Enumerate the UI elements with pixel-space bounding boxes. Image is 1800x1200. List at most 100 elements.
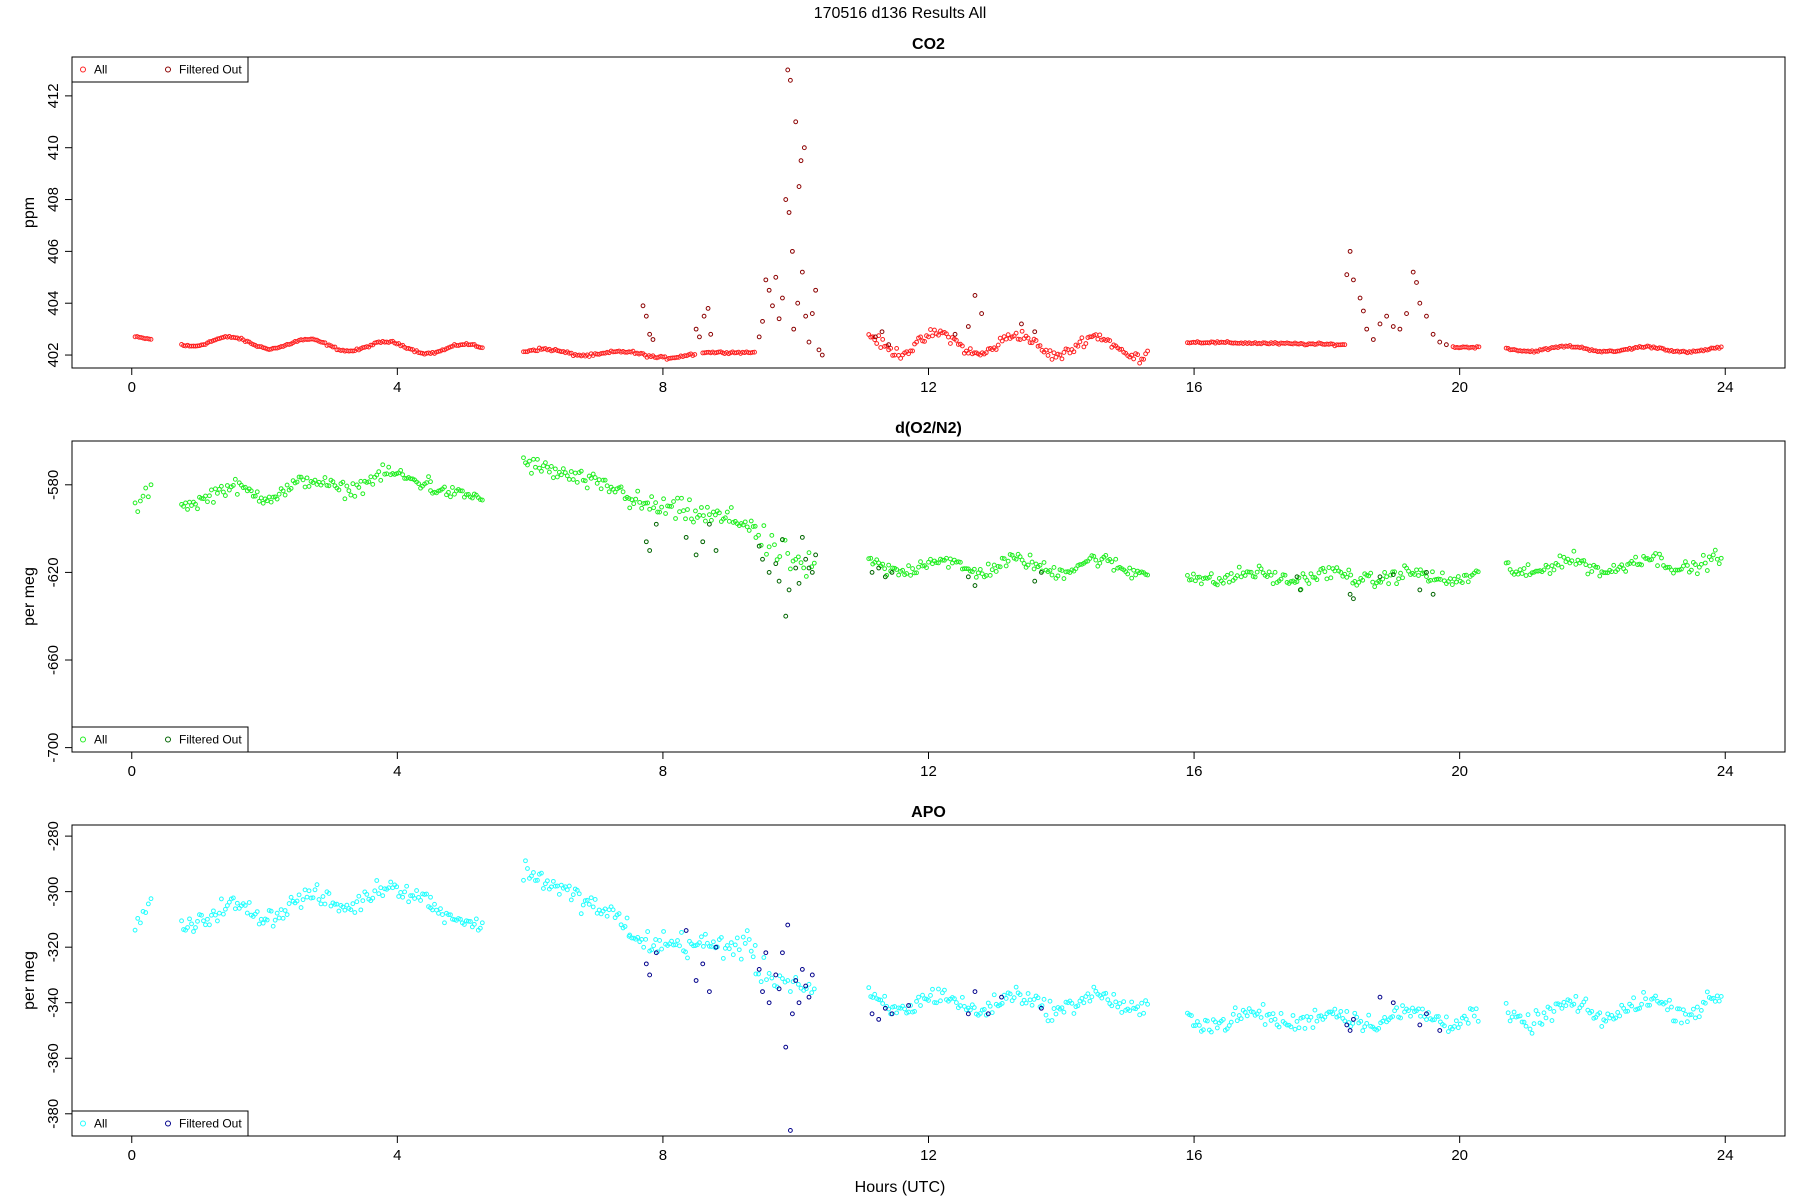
data-point [1694, 571, 1700, 577]
data-point [566, 350, 572, 356]
x-tick-label: 12 [920, 1147, 937, 1164]
data-point [1294, 579, 1300, 585]
data-point [550, 878, 556, 884]
data-point [312, 887, 318, 893]
data-point [1583, 996, 1589, 1002]
data-point [742, 941, 748, 946]
data-point [955, 559, 961, 565]
data-point [1047, 998, 1053, 1004]
data-point [1338, 1009, 1344, 1014]
data-point [1406, 568, 1411, 574]
data-point [270, 923, 276, 929]
data-point [426, 474, 431, 480]
x-tick-label: 16 [1186, 379, 1203, 396]
data-point [224, 483, 230, 488]
data-point [590, 471, 596, 477]
data-point [674, 355, 680, 360]
data-point [330, 479, 336, 485]
data-point [1185, 573, 1190, 578]
data-point [1408, 1013, 1413, 1019]
data-point [1300, 571, 1306, 577]
data-point [1400, 575, 1405, 581]
data-point [1643, 996, 1648, 1002]
data-point [1390, 1014, 1396, 1020]
data-point [286, 901, 292, 906]
data-point [1075, 1003, 1081, 1009]
data-point [1665, 564, 1670, 570]
data-point [1125, 571, 1131, 577]
x-tick-label: 4 [393, 1147, 401, 1164]
data-point [926, 998, 931, 1003]
data-point [352, 910, 358, 915]
filtered-point [1424, 313, 1429, 319]
data-point [1424, 574, 1429, 579]
data-point [1396, 576, 1401, 582]
data-point [446, 912, 451, 918]
data-point [989, 567, 995, 573]
y-tick-label: 402 [45, 343, 62, 368]
filtered-point [972, 989, 978, 995]
x-tick-label: 4 [393, 379, 401, 396]
data-point [280, 915, 286, 921]
data-point [1135, 1004, 1141, 1010]
data-point [785, 551, 791, 556]
filtered-point [787, 77, 793, 83]
data-point [428, 894, 433, 900]
data-point [1571, 548, 1577, 554]
y-tick-label: 404 [45, 291, 62, 316]
data-point [552, 466, 558, 472]
data-point [631, 501, 637, 507]
data-point [556, 891, 562, 897]
data-point [675, 938, 680, 943]
data-point [1700, 552, 1706, 558]
data-point [866, 985, 872, 991]
data-point [1505, 560, 1511, 566]
filtered-point [806, 565, 812, 571]
data-point [191, 929, 196, 934]
data-point [1712, 547, 1718, 553]
x-tick-label: 24 [1717, 763, 1734, 780]
data-point [1639, 1001, 1644, 1007]
data-point [748, 518, 754, 524]
data-point [1049, 1018, 1055, 1023]
data-point [906, 563, 911, 569]
data-point [1013, 984, 1019, 990]
data-point [402, 889, 408, 895]
filtered-point [793, 565, 799, 571]
data-point [376, 891, 382, 897]
data-point [471, 921, 477, 927]
data-point [752, 349, 757, 355]
apo-panel: APO per meg 0 4 8 12 16 20 24 -280 -300 -320 -340 -36… [21, 804, 1786, 1164]
data-point [560, 466, 566, 472]
data-point [932, 327, 937, 333]
data-point [1272, 1016, 1278, 1022]
data-point [1382, 570, 1388, 575]
data-point [1617, 1013, 1623, 1019]
data-point [554, 474, 560, 480]
data-point [302, 484, 308, 490]
filtered-point [783, 613, 789, 619]
data-point [1047, 348, 1053, 354]
x-tick-label: 12 [920, 763, 937, 780]
data-point [894, 346, 900, 351]
data-point [1310, 574, 1316, 580]
data-point [276, 491, 282, 497]
data-point [1049, 356, 1055, 362]
data-point [143, 910, 149, 915]
data-point [803, 986, 809, 992]
data-point [1139, 1000, 1145, 1006]
data-point [1079, 335, 1085, 341]
data-point [1681, 563, 1686, 569]
data-point [1716, 998, 1722, 1004]
y-tick-label: -280 [45, 821, 62, 851]
data-point [930, 333, 935, 339]
data-point [592, 897, 598, 902]
data-point [673, 516, 678, 521]
data-point [782, 537, 788, 543]
filtered-point [650, 337, 656, 342]
series-all [132, 327, 1724, 366]
data-point [940, 557, 945, 563]
data-point [1232, 1005, 1238, 1011]
data-point [896, 1005, 902, 1011]
data-point [224, 903, 230, 908]
